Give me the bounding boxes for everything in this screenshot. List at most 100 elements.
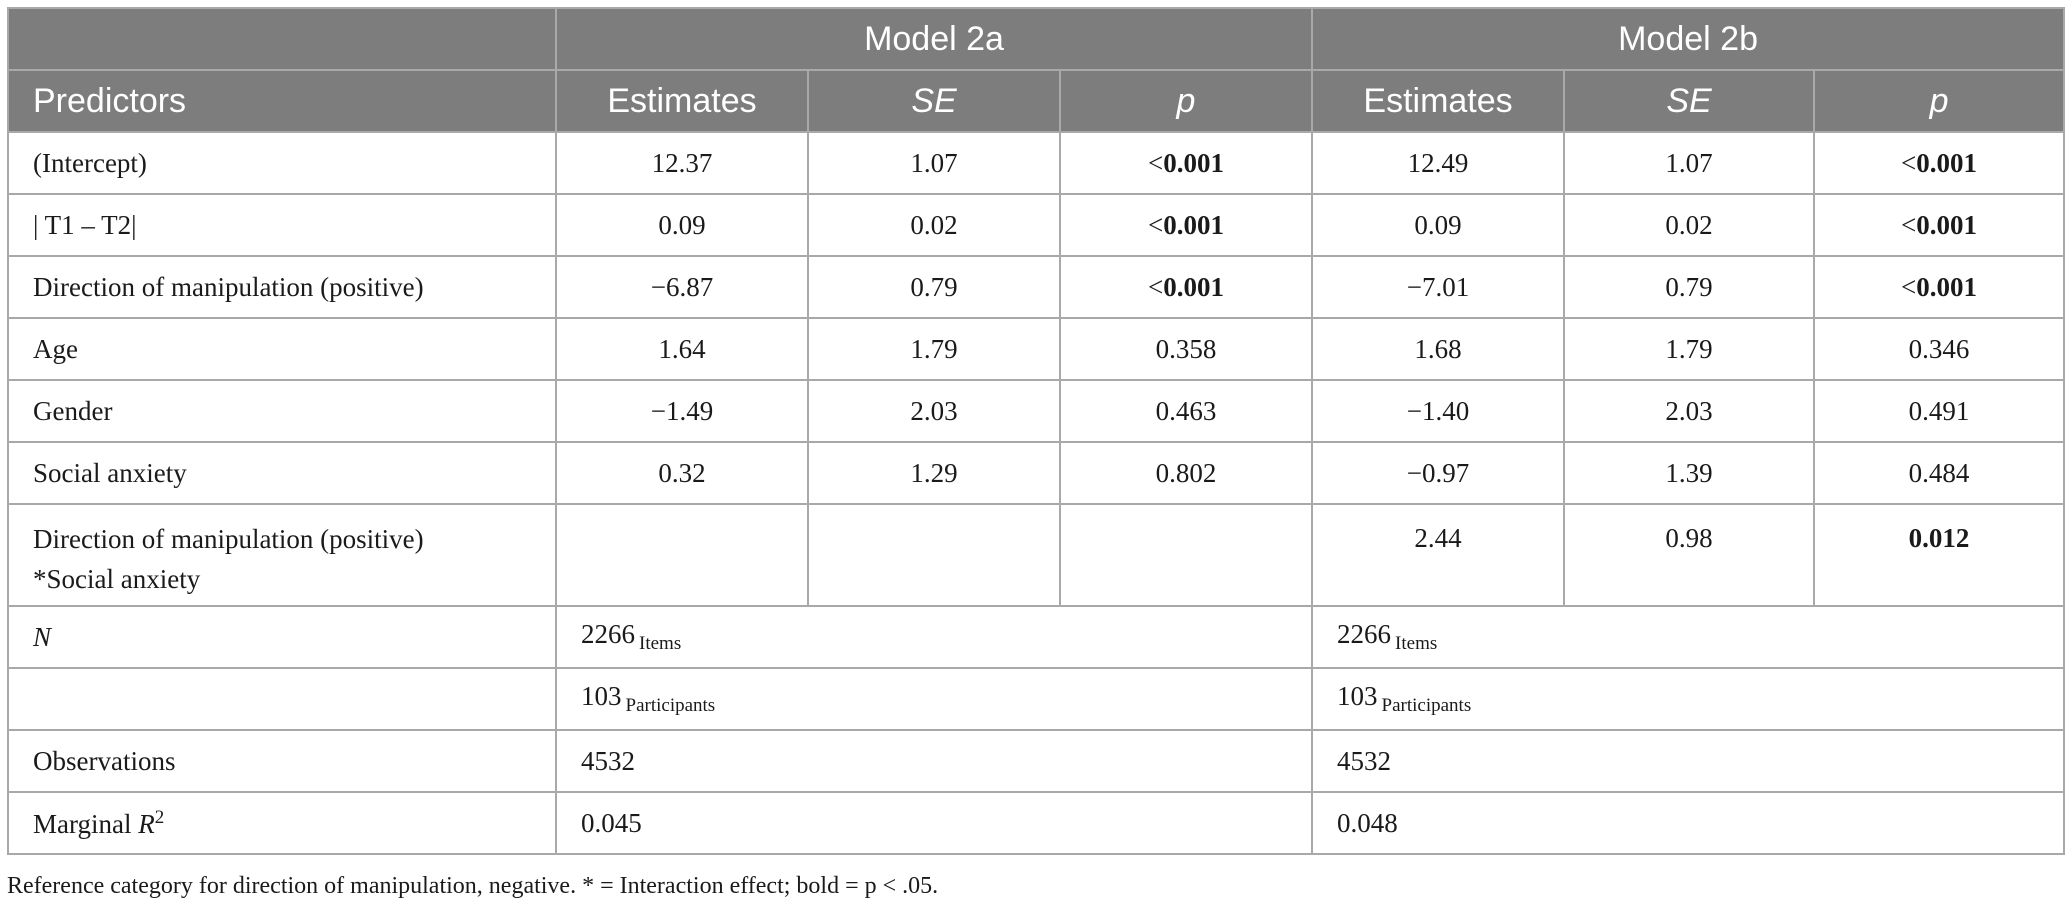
- cell-p-a-empty: [1058, 503, 1314, 607]
- cell-p-a: 0.802: [1058, 441, 1314, 505]
- cell-p-b: 0.491: [1813, 379, 2066, 443]
- cell-estimate-a: 0.32: [555, 441, 809, 505]
- cell-se-b: 0.98: [1563, 503, 1816, 607]
- header-se-b: SE: [1563, 69, 1816, 133]
- p-value: 0.001: [1163, 209, 1224, 240]
- cell-estimate-a-empty: [555, 503, 809, 607]
- cell-p-b: <0.001: [1813, 131, 2066, 195]
- cell-se-a: 1.79: [807, 317, 1061, 381]
- n-participants-subscript: Participants: [1381, 695, 1472, 716]
- header-row-columns: Predictors Estimates SE p Estimates SE p: [7, 69, 2066, 133]
- r2-label-text: Marginal: [33, 808, 139, 839]
- row-label: Marginal R2: [7, 791, 557, 855]
- cell-p-a: <0.001: [1058, 131, 1314, 195]
- n-items-subscript: Items: [1395, 633, 1438, 654]
- n-items-value: 2266: [1337, 619, 1392, 649]
- table-row-interaction: Direction of manipulation (positive) *Soc…: [7, 503, 2066, 607]
- row-label: Direction of manipulation (positive) *Soc…: [7, 503, 557, 607]
- p-value: 0.001: [1916, 147, 1978, 178]
- cell-r2-a: 0.045: [554, 791, 1314, 855]
- cell-estimate-b: −1.40: [1311, 379, 1566, 443]
- header-row-models: Model 2a Model 2b: [7, 7, 2066, 71]
- header-estimates-a: Estimates: [555, 69, 809, 133]
- table-footnote: Reference category for direction of mani…: [7, 873, 939, 899]
- header-model-2b: Model 2b: [1311, 7, 2066, 71]
- table-row-n-items: N 2266 Items 2266 Items: [7, 605, 2066, 669]
- header-se-a: SE: [807, 69, 1061, 133]
- header-blank-cell: [7, 7, 557, 71]
- p-value: 0.001: [1163, 271, 1224, 302]
- cell-se-a-empty: [807, 503, 1061, 607]
- table-row-marginal-r2: Marginal R2 0.045 0.048: [7, 791, 2066, 855]
- cell-se-a: 0.02: [807, 193, 1061, 257]
- cell-n-participants-a: 103 Participants: [554, 667, 1314, 731]
- cell-p-b: <0.001: [1813, 193, 2066, 257]
- table-row: Direction of manipulation (positive) −6.…: [7, 255, 2066, 319]
- table-row-observations: Observations 4532 4532: [7, 729, 2066, 793]
- cell-se-a: 0.79: [807, 255, 1061, 319]
- p-value: 0.001: [1916, 271, 1978, 302]
- n-participants-value: 103: [581, 681, 622, 711]
- cell-estimate-b: 1.68: [1311, 317, 1566, 381]
- cell-p-a: <0.001: [1058, 255, 1314, 319]
- cell-estimate-b: 12.49: [1311, 131, 1566, 195]
- p-prefix: <: [1148, 147, 1164, 178]
- row-label-n: N: [7, 605, 557, 669]
- regression-table: Model 2a Model 2b Predictors Estimates S…: [7, 7, 2066, 855]
- p-value: 0.001: [1916, 209, 1978, 240]
- cell-p-b: 0.012: [1813, 503, 2066, 607]
- cell-estimate-a: −1.49: [555, 379, 809, 443]
- cell-se-b: 2.03: [1563, 379, 1816, 443]
- cell-n-participants-b: 103 Participants: [1311, 667, 2066, 731]
- p-prefix: <: [1901, 147, 1917, 178]
- table-row: Social anxiety 0.32 1.29 0.802 −0.97 1.3…: [7, 441, 2066, 505]
- p-prefix: <: [1148, 271, 1164, 302]
- row-label: (Intercept): [7, 131, 557, 195]
- cell-p-b: 0.484: [1813, 441, 2066, 505]
- cell-estimate-b: 2.44: [1311, 503, 1566, 607]
- header-p-b: p: [1813, 69, 2066, 133]
- row-label: Social anxiety: [7, 441, 557, 505]
- cell-observations-a: 4532: [554, 729, 1314, 793]
- cell-observations-b: 4532: [1311, 729, 2066, 793]
- cell-p-a: 0.463: [1058, 379, 1314, 443]
- cell-estimate-a: 0.09: [555, 193, 809, 257]
- cell-n-items-b: 2266 Items: [1311, 605, 2066, 669]
- header-predictors: Predictors: [7, 69, 557, 133]
- cell-estimate-a: 12.37: [555, 131, 809, 195]
- cell-estimate-b: −0.97: [1311, 441, 1566, 505]
- p-prefix: <: [1148, 209, 1164, 240]
- table-row: Gender −1.49 2.03 0.463 −1.40 2.03 0.491: [7, 379, 2066, 443]
- row-label: Age: [7, 317, 557, 381]
- n-participants-value: 103: [1337, 681, 1378, 711]
- row-label-empty: [7, 667, 557, 731]
- table-row-n-participants: 103 Participants 103 Participants: [7, 667, 2066, 731]
- cell-p-a: 0.358: [1058, 317, 1314, 381]
- p-prefix: <: [1901, 209, 1917, 240]
- row-label: Observations: [7, 729, 557, 793]
- cell-estimate-b: 0.09: [1311, 193, 1566, 257]
- cell-se-b: 1.39: [1563, 441, 1816, 505]
- r2-label-var: R: [138, 808, 155, 839]
- cell-se-a: 2.03: [807, 379, 1061, 443]
- cell-estimate-a: 1.64: [555, 317, 809, 381]
- row-label: Gender: [7, 379, 557, 443]
- cell-se-a: 1.29: [807, 441, 1061, 505]
- header-model-2a: Model 2a: [554, 7, 1314, 71]
- cell-estimate-b: −7.01: [1311, 255, 1566, 319]
- cell-p-b: <0.001: [1813, 255, 2066, 319]
- row-label: | T1 – T2|: [7, 193, 557, 257]
- header-estimates-b: Estimates: [1311, 69, 1566, 133]
- cell-r2-b: 0.048: [1311, 791, 2066, 855]
- n-items-subscript: Items: [639, 633, 682, 654]
- cell-n-items-a: 2266 Items: [554, 605, 1314, 669]
- cell-se-b: 1.07: [1563, 131, 1816, 195]
- cell-se-b: 0.02: [1563, 193, 1816, 257]
- p-prefix: <: [1901, 271, 1917, 302]
- cell-se-b: 0.79: [1563, 255, 1816, 319]
- row-label-line1: Direction of manipulation (positive): [33, 524, 424, 554]
- table-row: Age 1.64 1.79 0.358 1.68 1.79 0.346: [7, 317, 2066, 381]
- n-items-value: 2266: [581, 619, 635, 649]
- r2-label-sup: 2: [154, 806, 165, 828]
- cell-p-a: <0.001: [1058, 193, 1314, 257]
